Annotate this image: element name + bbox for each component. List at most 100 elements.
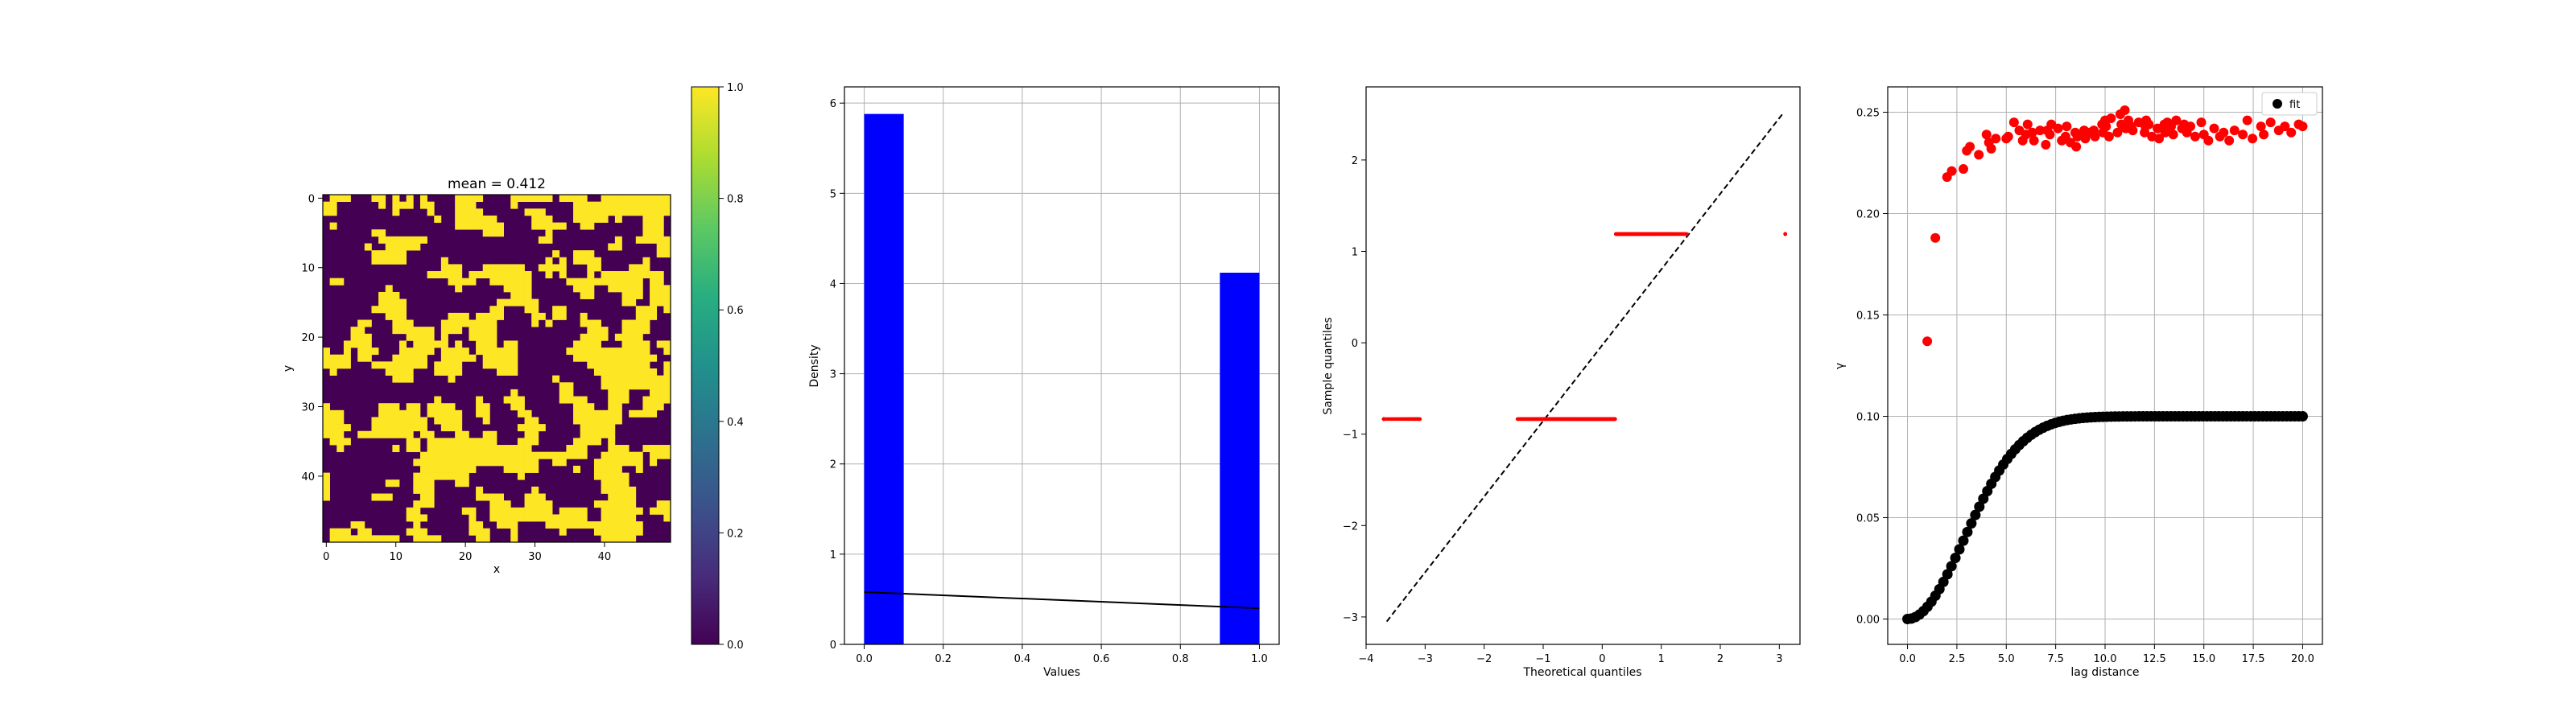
heatmap-cell	[489, 215, 497, 223]
heatmap-cell	[489, 312, 497, 320]
heatmap-cell	[552, 451, 560, 459]
heatmap-cell	[517, 465, 525, 473]
variogram-empirical-point	[1959, 164, 1969, 175]
heatmap-cell	[642, 445, 650, 453]
heatmap-cell	[461, 479, 469, 487]
heatmap-cell	[593, 500, 601, 508]
heatmap-cell	[629, 514, 637, 522]
heatmap-cell	[469, 215, 477, 223]
variogram-empirical-point	[2186, 121, 2196, 132]
heatmap-cell	[614, 459, 622, 467]
heatmap-cell	[385, 236, 393, 244]
heatmap-cell	[629, 451, 637, 459]
heatmap-cell	[559, 222, 567, 230]
heatmap-cell	[469, 271, 477, 279]
heatmap-cell	[489, 348, 497, 356]
heatmap-cell	[580, 396, 588, 404]
heatmap-cell	[510, 264, 518, 272]
heatmap-cell	[580, 354, 588, 362]
heatmap-cell	[559, 459, 567, 467]
qq-point	[1783, 232, 1787, 237]
heatmap-cell	[524, 493, 532, 501]
heatmap-cell	[455, 201, 463, 209]
histogram-bar	[1220, 273, 1260, 644]
heatmap-cell	[517, 298, 525, 306]
heatmap-cell	[482, 459, 490, 467]
variogram-y-tick-label: 0.05	[1856, 513, 1880, 525]
heatmap-cell	[587, 264, 595, 272]
heatmap-cell	[510, 195, 518, 202]
heatmap-cell	[476, 396, 484, 404]
heatmap-cell	[621, 459, 630, 467]
heatmap-cell	[608, 271, 616, 279]
heatmap-cell	[573, 403, 581, 411]
heatmap-cell	[642, 236, 650, 244]
heatmap-cell	[476, 521, 484, 529]
heatmap-cell	[538, 514, 546, 522]
heatmap-cell	[434, 396, 442, 404]
heatmap-cell	[517, 285, 525, 293]
heatmap-cell	[552, 521, 560, 529]
heatmap-cell	[378, 493, 386, 501]
heatmap-cell	[517, 409, 525, 418]
heatmap-cell	[580, 291, 588, 299]
heatmap-cell	[663, 507, 671, 515]
qq-x-tick-label: −2	[1476, 653, 1492, 665]
heatmap-cell	[440, 465, 448, 473]
heatmap-cell	[601, 368, 609, 376]
heatmap-cell	[587, 257, 595, 265]
heatmap-cell	[635, 375, 643, 383]
heatmap-cell	[531, 465, 539, 473]
heatmap-cell	[650, 208, 658, 216]
heatmap-cell	[469, 333, 477, 341]
heatmap-cell	[601, 361, 609, 369]
qq-point	[1418, 417, 1422, 422]
heatmap-cell	[489, 271, 497, 279]
heatmap-cell	[524, 500, 532, 508]
heatmap-cell	[635, 521, 643, 529]
heatmap-cell	[524, 459, 532, 467]
heatmap-cell	[357, 327, 365, 335]
colorbar-tick-label: 0.2	[727, 528, 744, 540]
heatmap-cell	[587, 430, 595, 438]
heatmap-cell	[629, 507, 637, 515]
heatmap-cell	[573, 250, 581, 258]
heatmap-cell	[455, 479, 463, 487]
heatmap-cell	[552, 306, 560, 314]
heatmap-cell	[482, 430, 490, 438]
heatmap-cell	[419, 340, 427, 348]
heatmap-cell	[573, 257, 581, 265]
heatmap-cell	[621, 493, 630, 501]
heatmap-cell	[336, 354, 345, 362]
heatmap-cell	[419, 465, 427, 473]
heatmap-cell	[545, 451, 553, 459]
heatmap-cell	[469, 201, 477, 209]
heatmap-cell	[650, 389, 658, 397]
heatmap-cell	[392, 430, 400, 438]
heatmap-cell	[656, 285, 664, 293]
heatmap-cell	[559, 521, 567, 529]
heatmap-cell	[538, 312, 546, 320]
heatmap-cell	[392, 479, 400, 487]
heatmap-cell	[517, 438, 525, 446]
heatmap-cell	[614, 361, 622, 369]
heatmap-cell	[476, 312, 484, 320]
heatmap-cell	[440, 319, 448, 327]
heatmap-cell	[419, 500, 427, 508]
heatmap-cell	[385, 312, 393, 320]
heatmap-cell	[545, 521, 553, 529]
heatmap-cell	[371, 306, 379, 314]
heatmap-cell	[656, 451, 664, 459]
heatmap-cell	[650, 382, 658, 390]
heatmap-cell	[629, 535, 637, 543]
heatmap-cell	[419, 354, 427, 362]
heatmap-cell	[593, 319, 601, 327]
heatmap-cell	[601, 201, 609, 209]
heatmap-y-tick-label: 20	[301, 332, 315, 344]
heatmap-cell	[608, 514, 616, 522]
heatmap-cell	[587, 424, 595, 432]
heatmap-cell	[650, 195, 658, 202]
heatmap-cell	[406, 375, 414, 383]
variogram-x-tick-label: 15.0	[2192, 653, 2215, 665]
heatmap-cell	[482, 409, 490, 418]
